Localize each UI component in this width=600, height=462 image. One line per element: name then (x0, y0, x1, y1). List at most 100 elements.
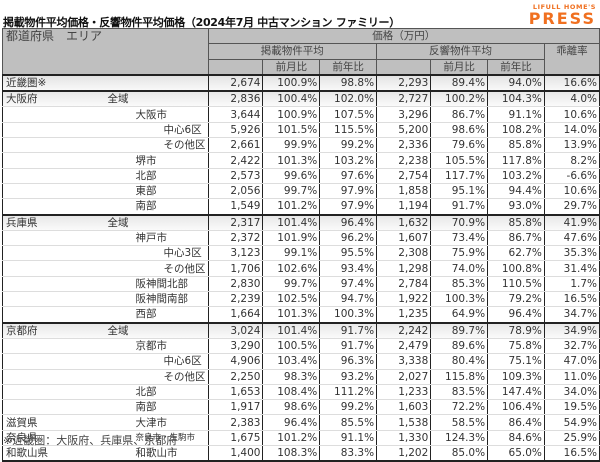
cell-response-price: 1,235 (376, 306, 432, 324)
cell-response-price: 1,298 (376, 260, 432, 277)
cell-gap-rate: 13.9% (543, 137, 600, 154)
table-row: 堺市 2,422 101.3% 103.2% 2,238 105.5% 117.8% 8.2% (1, 152, 600, 169)
cell-listed-yoy: 96.2% (319, 230, 378, 247)
cell-listed-price: 2,250 (207, 369, 264, 385)
cell-listed-yoy: 93.4% (319, 260, 378, 277)
cell-gap-rate: -6.6% (543, 168, 600, 184)
cell-listed-mom: 100.9% (262, 73, 321, 92)
cell-prefecture (1, 338, 56, 355)
cell-listed-price: 1,664 (207, 306, 264, 324)
cell-listed-yoy: 91.7% (319, 338, 378, 355)
cell-area: 中心6区 (55, 353, 209, 370)
header-area: 都道府県 エリア (2, 27, 209, 76)
cell-listed-mom: 108.4% (262, 384, 321, 401)
cell-prefecture (1, 137, 56, 154)
cell-gap-rate: 35.3% (543, 245, 600, 262)
cell-response-mom: 115.8% (430, 369, 489, 385)
cell-area: 東部 (55, 183, 209, 200)
cell-listed-mom: 101.5% (262, 122, 321, 139)
cell-listed-price: 1,675 (207, 429, 264, 447)
cell-response-mom: 100.3% (430, 291, 489, 308)
table-row: 北部 1,653 108.4% 111.2% 1,233 83.5% 147.4% 34.0% (1, 384, 600, 401)
cell-gap-rate: 16.5% (543, 445, 600, 462)
cell-response-mom: 124.3% (430, 429, 489, 447)
cell-prefecture (1, 260, 56, 277)
cell-listed-mom: 99.7% (262, 276, 321, 293)
price-table: 都道府県 エリア 価格（万円） 掲載物件平均 反響物件平均 乖離率 前月比 前年… (1, 27, 600, 462)
cell-listed-price: 2,056 (207, 183, 264, 200)
cell-area: その他区 (55, 260, 209, 277)
cell-response-yoy: 104.3% (487, 90, 545, 108)
cell-prefecture: 奈良県 (1, 429, 56, 447)
cell-listed-price: 3,024 (207, 321, 264, 339)
cell-response-yoy: 94.4% (487, 183, 545, 200)
cell-gap-rate: 29.7% (543, 198, 600, 216)
cell-response-yoy: 94.0% (487, 73, 545, 92)
cell-listed-price: 2,239 (207, 291, 264, 308)
cell-listed-yoy: 97.4% (319, 276, 378, 293)
cell-prefecture: 大阪府 (1, 90, 56, 108)
table-row: 阪神間北部 2,830 99.7% 97.4% 2,784 85.3% 110.5% 1.7% (1, 276, 600, 293)
cell-response-yoy: 79.2% (487, 291, 545, 308)
cell-response-mom: 117.7% (430, 168, 489, 184)
cell-gap-rate: 31.4% (543, 260, 600, 277)
cell-response-yoy: 103.2% (487, 168, 545, 184)
cell-response-price: 2,027 (376, 369, 432, 385)
table-row: 大阪市 3,644 100.9% 107.5% 3,296 86.7% 91.1% 10.6% (1, 106, 600, 123)
cell-response-mom: 79.6% (430, 137, 489, 154)
cell-area: 中心6区 (55, 122, 209, 139)
cell-listed-price: 1,917 (207, 399, 264, 416)
table-row: 阪神間南部 2,239 102.5% 94.7% 1,922 100.3% 79.2% 16.… (1, 291, 600, 308)
cell-listed-price: 3,290 (207, 338, 264, 355)
cell-prefecture: 滋賀県 (1, 414, 56, 431)
cell-response-mom: 105.5% (430, 152, 489, 169)
cell-listed-mom: 99.7% (262, 183, 321, 200)
cell-area: 大津市 (55, 414, 209, 431)
cell-gap-rate: 4.0% (543, 90, 600, 108)
cell-response-yoy: 96.4% (487, 306, 545, 324)
table-row: その他区 2,250 98.3% 93.2% 2,027 115.8% 109.3% 11.0… (1, 369, 600, 385)
cell-area: 全域 (55, 90, 209, 108)
cell-gap-rate: 10.6% (543, 183, 600, 200)
header-gap: 乖離率 (543, 43, 600, 76)
cell-listed-yoy: 115.5% (319, 122, 378, 139)
cell-prefecture (1, 399, 56, 416)
cell-response-mom: 89.6% (430, 338, 489, 355)
cell-response-yoy: 78.9% (487, 321, 545, 339)
cell-response-price: 1,632 (376, 213, 432, 231)
cell-listed-yoy: 91.1% (319, 429, 378, 447)
cell-listed-yoy: 96.3% (319, 353, 378, 370)
footnote: ※近畿圏：大阪府、兵庫県、京都府 (3, 434, 178, 447)
cell-response-yoy: 117.8% (487, 152, 545, 169)
cell-response-yoy: 85.8% (487, 137, 545, 154)
cell-listed-mom: 98.6% (262, 399, 321, 416)
brand-logo: LIFULL HOME'S PRESS (529, 3, 596, 27)
cell-response-mom: 100.2% (430, 90, 489, 108)
cell-area: 北部 (55, 384, 209, 401)
cell-area: その他区 (55, 369, 209, 385)
cell-response-price: 3,296 (376, 106, 432, 123)
cell-response-mom: 64.9% (430, 306, 489, 324)
header-price: 価格（万円） (207, 27, 600, 45)
cell-listed-mom: 100.5% (262, 338, 321, 355)
cell-listed-yoy: 98.8% (319, 73, 378, 92)
cell-response-mom: 91.7% (430, 198, 489, 216)
cell-area (55, 73, 209, 92)
cell-listed-price: 2,674 (207, 73, 264, 92)
cell-response-price: 2,308 (376, 245, 432, 262)
cell-gap-rate: 14.0% (543, 122, 600, 139)
table-row: 南部 1,549 101.2% 97.9% 1,194 91.7% 93.0% 29.7% (1, 198, 600, 216)
cell-response-yoy: 93.0% (487, 198, 545, 216)
cell-listed-yoy: 97.9% (319, 183, 378, 200)
cell-listed-yoy: 100.3% (319, 306, 378, 324)
cell-listed-price: 2,573 (207, 168, 264, 184)
cell-listed-mom: 101.4% (262, 321, 321, 339)
table-row: 北部 2,573 99.6% 97.6% 2,754 117.7% 103.2% -6.6% (1, 168, 600, 184)
cell-prefecture (1, 106, 56, 123)
cell-listed-mom: 101.4% (262, 213, 321, 231)
cell-area: 南部 (55, 399, 209, 416)
cell-area: 京都市 (55, 338, 209, 355)
cell-area: 西部 (55, 306, 209, 324)
cell-response-yoy: 85.8% (487, 213, 545, 231)
cell-prefecture (1, 168, 56, 184)
